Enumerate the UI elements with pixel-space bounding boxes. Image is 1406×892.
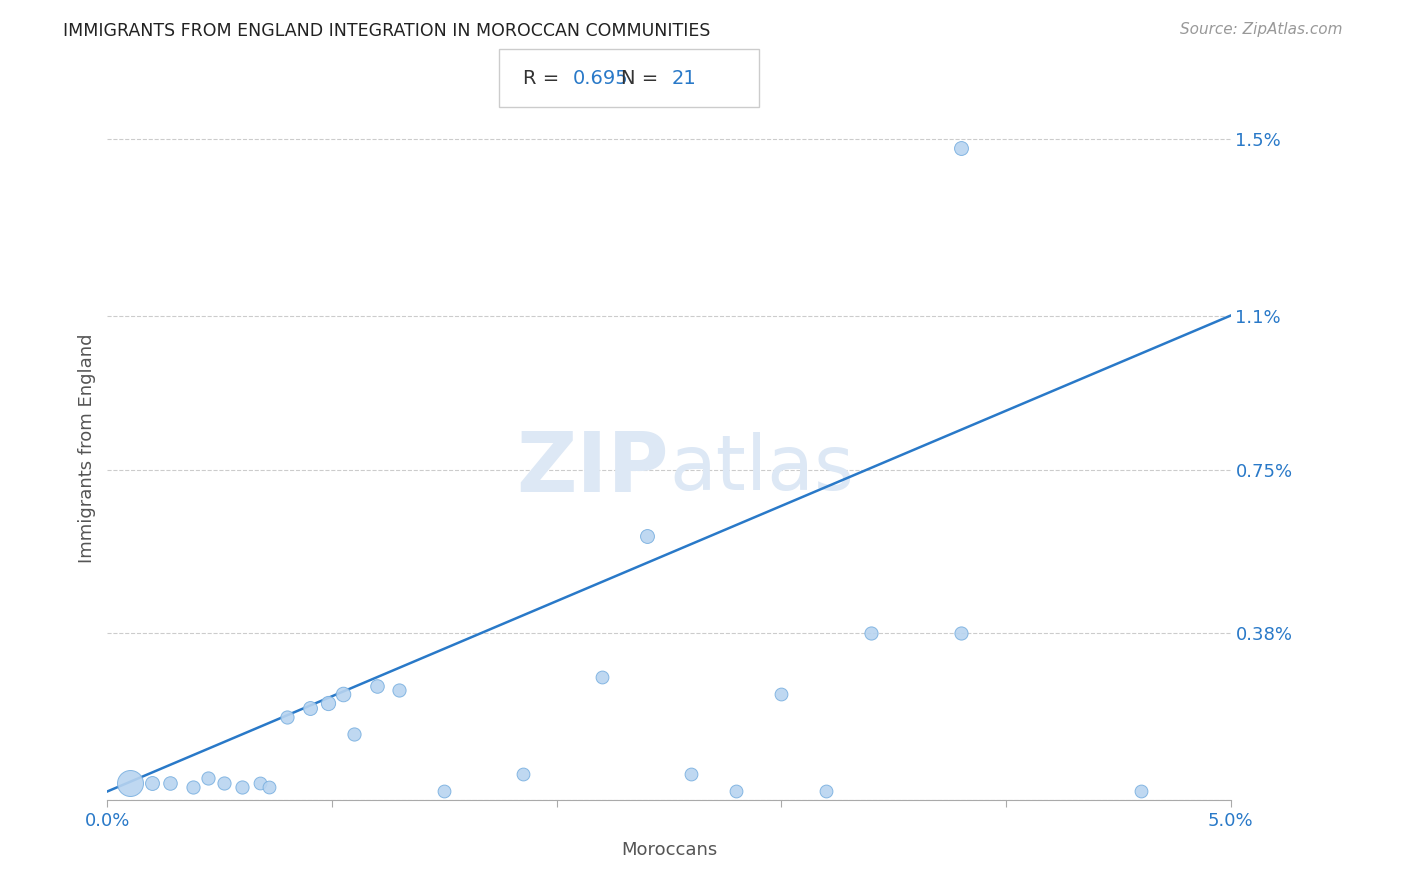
Point	[118, 775, 141, 789]
Point	[433, 784, 456, 798]
Point	[1129, 784, 1152, 798]
Point	[388, 683, 411, 698]
Point	[212, 775, 235, 789]
Point	[591, 670, 613, 684]
Point	[197, 771, 219, 785]
Point	[950, 141, 973, 155]
Point	[860, 625, 883, 640]
Point	[298, 700, 321, 714]
Point	[681, 766, 703, 780]
Text: Source: ZipAtlas.com: Source: ZipAtlas.com	[1180, 22, 1343, 37]
Point	[366, 679, 388, 693]
Point	[770, 688, 793, 702]
Point	[725, 784, 748, 798]
Point	[231, 780, 253, 794]
Text: atlas: atlas	[669, 432, 853, 506]
Point	[343, 727, 366, 741]
Text: IMMIGRANTS FROM ENGLAND INTEGRATION IN MOROCCAN COMMUNITIES: IMMIGRANTS FROM ENGLAND INTEGRATION IN M…	[63, 22, 710, 40]
Point	[815, 784, 838, 798]
Point	[276, 709, 298, 723]
Point	[316, 696, 339, 710]
Point	[636, 529, 658, 543]
Point	[512, 766, 534, 780]
Point	[159, 775, 181, 789]
Point	[181, 780, 204, 794]
Text: 0.695: 0.695	[574, 69, 628, 87]
Point	[257, 780, 280, 794]
X-axis label: Moroccans: Moroccans	[621, 841, 717, 859]
Point	[141, 775, 163, 789]
Point	[249, 775, 271, 789]
Text: ZIP: ZIP	[516, 428, 669, 509]
Text: N =: N =	[621, 69, 665, 87]
Text: 21: 21	[672, 69, 696, 87]
Point	[950, 625, 973, 640]
Point	[332, 688, 354, 702]
Y-axis label: Immigrants from England: Immigrants from England	[79, 333, 96, 563]
Text: R =: R =	[523, 69, 567, 87]
